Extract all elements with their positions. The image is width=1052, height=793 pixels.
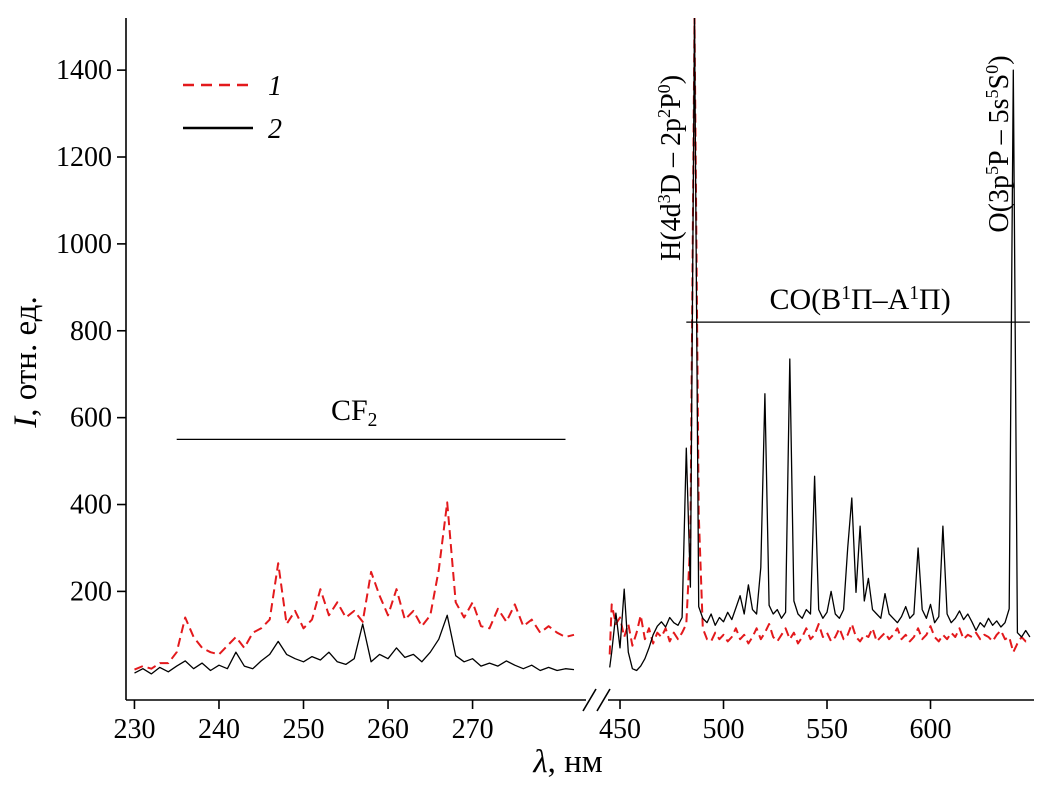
y-axis-title: I, отн. ед.: [8, 296, 44, 428]
series-2-curve-left: [134, 614, 575, 675]
legend: 12: [183, 71, 282, 145]
x-tick-label-270: 270: [452, 714, 494, 745]
series-2-curve-right: [609, 18, 1031, 672]
axis-break-icon: [596, 688, 611, 712]
x-tick-label-230: 230: [113, 714, 155, 745]
y-tick-label-1000: 1000: [56, 229, 112, 260]
series-1-curve-left: [134, 501, 575, 671]
annotation-cf2-text: CF2: [331, 394, 377, 431]
y-tick-label-200: 200: [70, 576, 112, 607]
x-tick-label-500: 500: [703, 714, 745, 745]
x-tick-label-260: 260: [367, 714, 409, 745]
annotation-h-line-text: H(4d3D – 2p2P0): [654, 75, 687, 261]
x-axis-title: λ, нм: [532, 744, 602, 780]
y-tick-label-1200: 1200: [56, 142, 112, 173]
legend-label-1: 1: [268, 71, 282, 102]
x-tick-label-550: 550: [806, 714, 848, 745]
y-tick-label-800: 800: [70, 316, 112, 347]
axis-break-icon: [582, 688, 597, 712]
x-tick-label-240: 240: [198, 714, 240, 745]
y-tick-label-600: 600: [70, 403, 112, 434]
x-tick-label-250: 250: [283, 714, 325, 745]
x-tick-label-450: 450: [599, 714, 641, 745]
annotation-co-band-text: CO(B1Π–A1Π): [770, 283, 951, 316]
x-tick-label-600: 600: [910, 714, 952, 745]
y-tick-label-1400: 1400: [56, 55, 112, 86]
series-1-curve-right: [608, 18, 1031, 655]
y-tick-label-400: 400: [70, 490, 112, 521]
legend-label-2: 2: [268, 114, 282, 145]
annotation-o-line-text: O(3p5P – 5s5S0): [982, 55, 1015, 232]
